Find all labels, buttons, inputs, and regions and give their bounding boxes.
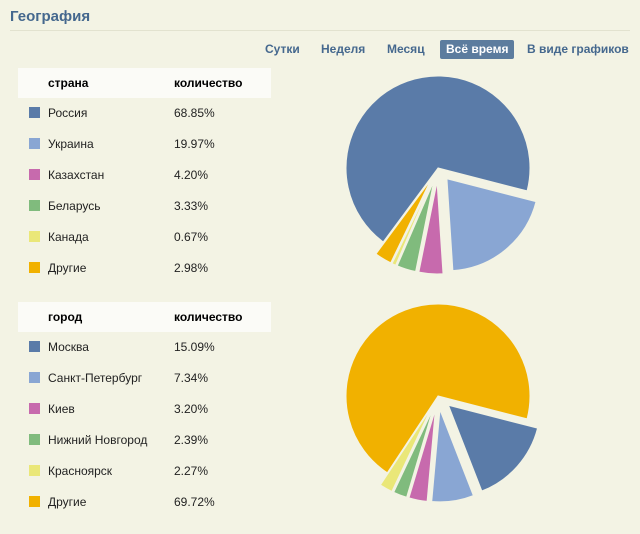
row-label: Беларусь [48, 199, 101, 213]
table-row: Другие 2.98% [18, 253, 271, 284]
row-label: Нижний Новгород [48, 433, 148, 447]
tab-month[interactable]: Месяц [387, 42, 425, 56]
tab-week[interactable]: Неделя [321, 42, 366, 56]
pie-slice [447, 404, 539, 492]
pie-slice [431, 409, 475, 503]
row-label: Другие [48, 261, 87, 275]
row-value: 4.20% [174, 168, 209, 182]
row-label: Москва [48, 340, 89, 354]
row-label: Санкт-Петербург [48, 371, 143, 385]
row-value: 15.09% [174, 340, 215, 354]
row-label: Украина [48, 137, 94, 151]
tab-as-graphs[interactable]: В виде графиков [527, 42, 629, 56]
pie-slice [418, 181, 444, 275]
legend-swatch [29, 107, 40, 118]
row-value: 2.98% [174, 261, 209, 275]
legend-swatch [29, 496, 40, 507]
tab-day[interactable]: Сутки [265, 42, 300, 56]
table-row: Канада 0.67% [18, 222, 271, 253]
title-divider [10, 30, 630, 31]
column-header-count: количество [174, 310, 243, 324]
row-label: Канада [48, 230, 89, 244]
table-header: город количество [18, 302, 271, 332]
row-label: Россия [48, 106, 88, 120]
legend-swatch [29, 434, 40, 445]
cities-table: город количество Москва 15.09% Санкт-Пет… [18, 302, 271, 518]
table-row: Россия 68.85% [18, 98, 271, 129]
city-pie-chart [345, 303, 539, 503]
column-header-city: город [48, 310, 83, 324]
legend-swatch [29, 372, 40, 383]
pie-slice [396, 181, 435, 273]
row-label: Казахстан [48, 168, 105, 182]
legend-swatch [29, 231, 40, 242]
pie-slice [391, 180, 433, 266]
row-label: Другие [48, 495, 87, 509]
table-row: Украина 19.97% [18, 129, 271, 160]
countries-table: страна количество Россия 68.85% Украина … [18, 68, 271, 284]
pie-slice [393, 408, 434, 498]
row-value: 2.39% [174, 433, 209, 447]
legend-swatch [29, 341, 40, 352]
tab-all-time[interactable]: Всё время [440, 40, 515, 59]
legend-swatch [29, 200, 40, 211]
page-title: География [10, 8, 91, 25]
row-value: 68.85% [174, 106, 215, 120]
table-row: Санкт-Петербург 7.34% [18, 363, 271, 394]
table-row: Казахстан 4.20% [18, 160, 271, 191]
table-row: Другие 69.72% [18, 487, 271, 518]
table-header: страна количество [18, 68, 271, 98]
row-value: 19.97% [174, 137, 215, 151]
country-pie-chart [345, 75, 537, 275]
pie-slice [345, 75, 531, 243]
row-label: Красноярск [48, 464, 113, 478]
legend-swatch [29, 138, 40, 149]
row-value: 3.20% [174, 402, 209, 416]
row-label: Киев [48, 402, 75, 416]
row-value: 7.34% [174, 371, 209, 385]
legend-swatch [29, 465, 40, 476]
legend-swatch [29, 403, 40, 414]
row-value: 69.72% [174, 495, 215, 509]
table-row: Москва 15.09% [18, 332, 271, 363]
column-header-count: количество [174, 76, 243, 90]
pie-slice [408, 409, 436, 502]
pie-slice [375, 179, 432, 264]
row-value: 3.33% [174, 199, 209, 213]
table-row: Беларусь 3.33% [18, 191, 271, 222]
period-tabs: Сутки Неделя Месяц Всё время В виде граф… [0, 40, 640, 60]
legend-swatch [29, 262, 40, 273]
table-row: Нижний Новгород 2.39% [18, 425, 271, 456]
table-row: Киев 3.20% [18, 394, 271, 425]
pie-slice [345, 303, 531, 474]
row-value: 0.67% [174, 230, 209, 244]
row-value: 2.27% [174, 464, 209, 478]
column-header-country: страна [48, 76, 89, 90]
pie-slice [446, 178, 537, 272]
table-row: Красноярск 2.27% [18, 456, 271, 487]
pie-slice [379, 407, 432, 493]
legend-swatch [29, 169, 40, 180]
